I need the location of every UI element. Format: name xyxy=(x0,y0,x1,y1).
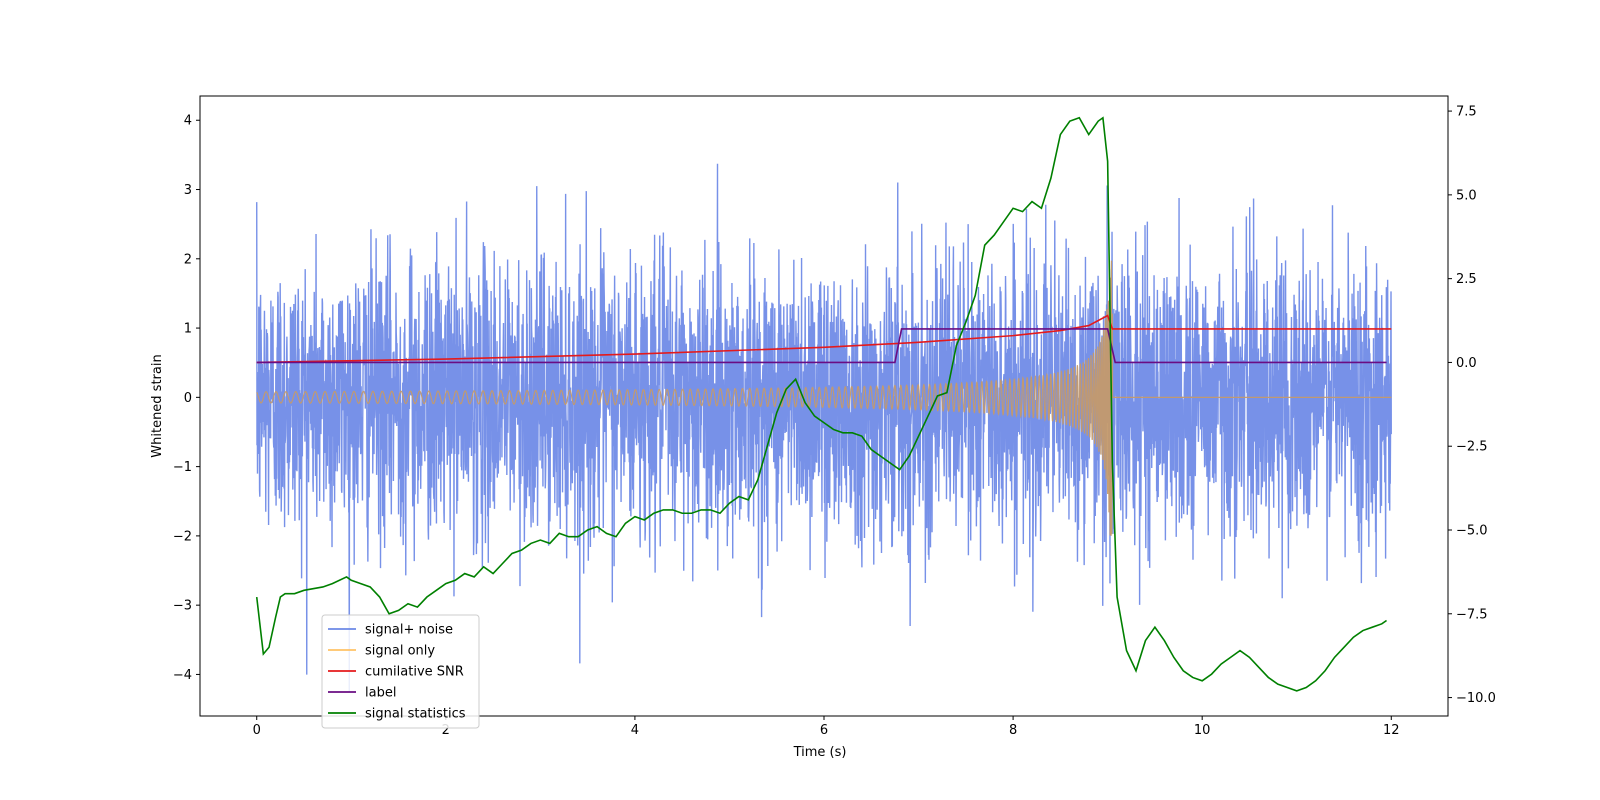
series-signal-only xyxy=(256,260,1392,536)
y2-tick-label: −5.0 xyxy=(1456,524,1488,539)
plot-area xyxy=(255,116,1392,692)
series-label xyxy=(256,328,1387,364)
y-tick-label: 4 xyxy=(184,114,192,129)
legend: signal+ noise signal only cumilative SNR la… xyxy=(321,614,480,729)
y-axis-label: Whitened strain xyxy=(150,354,165,457)
y-tick-label: 2 xyxy=(184,252,192,267)
y2-tick-label: 2.5 xyxy=(1456,272,1477,287)
y2-tick-label: 5.0 xyxy=(1456,188,1477,203)
legend-label: signal statistics xyxy=(365,707,466,722)
legend-label: signal only xyxy=(365,644,435,659)
y-tick-label: −3 xyxy=(173,599,192,614)
y2-tick-label: 0.0 xyxy=(1456,356,1477,371)
x-tick-label: 10 xyxy=(1194,723,1211,738)
legend-box xyxy=(321,614,480,729)
x-tick-label: 8 xyxy=(1009,723,1017,738)
y2-tick-label: 7.5 xyxy=(1456,105,1477,120)
y-tick-label: 3 xyxy=(184,183,192,198)
legend-label: cumilative SNR xyxy=(365,665,464,680)
x-tick-label: 12 xyxy=(1383,723,1400,738)
x-tick-label: 4 xyxy=(631,723,639,738)
y-tick-label: −2 xyxy=(173,529,192,544)
y-tick-label: −1 xyxy=(173,460,192,475)
y2-tick-label: −7.5 xyxy=(1456,607,1488,622)
x-axis: 0 2 4 6 8 10 12 xyxy=(253,716,1400,738)
y-tick-label: 1 xyxy=(184,322,192,337)
x-tick-label: 2 xyxy=(442,723,450,738)
y-tick-label: 0 xyxy=(184,391,192,406)
y-axis-left: −4 −3 −2 −1 0 1 2 3 4 xyxy=(173,114,200,683)
x-tick-label: 6 xyxy=(820,723,828,738)
legend-label: label xyxy=(365,686,396,701)
x-axis-label: Time (s) xyxy=(793,745,847,760)
series-signal-noise xyxy=(256,163,1392,692)
legend-label: signal+ noise xyxy=(365,623,453,638)
series-signal-statistics xyxy=(255,116,1388,692)
y2-tick-label: −10.0 xyxy=(1456,691,1496,706)
y-axis-right: −10.0 −7.5 −5.0 −2.5 0.0 2.5 5.0 7.5 xyxy=(1448,105,1496,706)
series-cumilative-snr xyxy=(256,314,1392,364)
y2-tick-label: −2.5 xyxy=(1456,440,1488,455)
y-tick-label: −4 xyxy=(173,668,192,683)
x-tick-label: 0 xyxy=(253,723,261,738)
